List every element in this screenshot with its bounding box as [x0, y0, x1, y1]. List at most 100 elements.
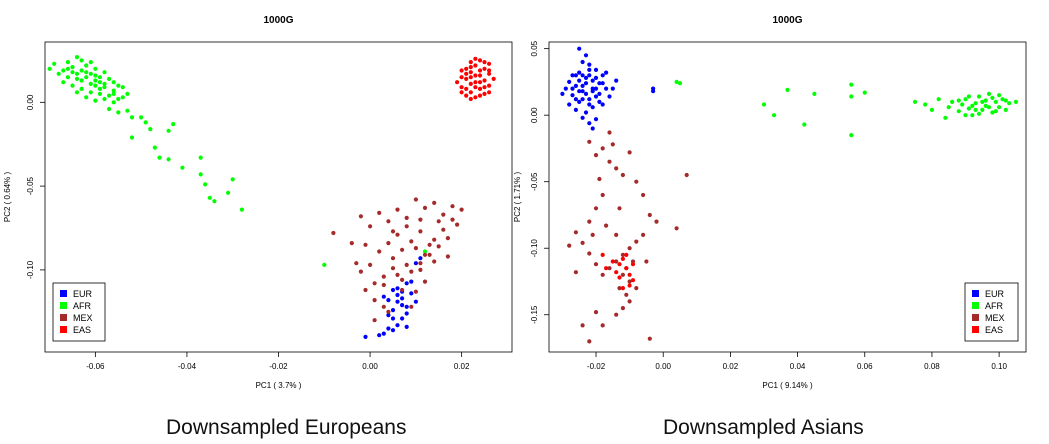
data-point-afr	[993, 99, 998, 104]
data-point-mex	[413, 289, 418, 294]
data-point-mex	[386, 309, 391, 314]
data-point-mex	[587, 339, 592, 344]
data-point-afr	[88, 90, 93, 95]
data-point-afr	[990, 95, 995, 100]
data-point-afr	[849, 82, 854, 87]
data-point-afr	[966, 106, 972, 111]
series-eur	[560, 46, 656, 131]
series-mex	[331, 197, 464, 323]
data-point-afr	[111, 80, 116, 85]
data-point-eur	[573, 73, 579, 78]
data-point-afr	[65, 75, 70, 80]
data-point-eur	[386, 313, 391, 318]
right-pca-chart: 1000G -0.02 0.00 0.02 0.04 0.06 0.08 0.10 -0.15 -…	[513, 15, 1027, 390]
data-point-afr	[111, 100, 116, 105]
y-tick-label: -0.10	[26, 260, 35, 279]
data-point-afr	[93, 73, 98, 78]
data-point-mex	[634, 179, 639, 184]
data-point-eur	[583, 75, 589, 80]
legend-swatch-eas	[60, 326, 67, 333]
data-point-afr	[226, 190, 231, 195]
x-tick-label: 0.02	[454, 362, 470, 371]
data-point-eur	[390, 287, 396, 293]
data-point-mex	[372, 318, 377, 323]
y-tick-label: 0.00	[26, 94, 35, 110]
data-point-afr	[785, 87, 790, 92]
data-point-afr	[198, 172, 203, 177]
data-point-afr	[1003, 98, 1008, 103]
data-point-eur	[593, 75, 599, 80]
data-point-eur	[381, 331, 386, 336]
legend-label-eas: EAS	[985, 325, 1003, 335]
data-point-eur	[577, 46, 582, 51]
legend-label-eas: EAS	[73, 325, 91, 335]
x-tick-label: 0.02	[723, 362, 739, 371]
x-tick-label: 0.06	[857, 362, 873, 371]
data-point-eur	[597, 91, 602, 96]
series-eas	[455, 56, 496, 102]
data-point-eur	[400, 296, 405, 301]
data-point-afr	[1007, 101, 1012, 106]
data-point-afr	[102, 96, 107, 102]
data-point-mex	[372, 298, 377, 303]
data-point-mex	[567, 243, 572, 248]
data-point-eas	[600, 252, 605, 257]
data-point-afr	[166, 128, 171, 133]
data-point-afr	[116, 110, 121, 115]
data-point-mex	[395, 207, 400, 212]
data-point-eur	[587, 97, 592, 102]
data-point-afr	[61, 80, 66, 85]
data-point-eur	[580, 115, 585, 120]
data-point-afr	[102, 85, 107, 90]
data-point-afr	[97, 80, 102, 85]
data-point-eur	[404, 281, 409, 286]
data-point-mex	[620, 272, 626, 277]
data-point-mex	[445, 236, 450, 241]
data-point-mex	[422, 252, 428, 257]
data-point-afr	[129, 135, 135, 140]
legend-swatch-eur	[60, 290, 67, 297]
data-point-mex	[377, 249, 382, 254]
data-point-afr	[802, 122, 807, 127]
data-point-eur	[560, 91, 565, 96]
data-point-eur	[404, 304, 409, 309]
data-point-afr	[84, 95, 89, 100]
data-point-eas	[624, 252, 629, 257]
data-point-afr	[956, 98, 961, 103]
data-point-afr	[143, 120, 148, 125]
data-point-mex	[395, 232, 400, 237]
data-point-eur	[604, 86, 609, 91]
data-point-afr	[198, 155, 203, 160]
data-point-mex	[409, 239, 414, 244]
data-point-eas	[482, 60, 487, 65]
legend: EUR AFR MEX EAS	[964, 282, 1019, 342]
data-point-afr	[674, 79, 679, 84]
y-tick-label: -0.05	[530, 172, 539, 191]
data-point-mex	[627, 299, 632, 304]
data-point-eur	[600, 102, 605, 107]
data-point-mex	[617, 286, 622, 291]
data-point-mex	[349, 241, 354, 246]
data-point-mex	[593, 153, 599, 158]
data-point-afr	[107, 106, 112, 112]
data-point-eas	[473, 56, 478, 61]
x-tick-label: -0.02	[269, 362, 288, 371]
data-point-mex	[404, 215, 409, 220]
data-point-afr	[772, 113, 777, 118]
data-point-eur	[587, 67, 592, 72]
data-point-afr	[79, 58, 84, 63]
data-point-afr	[166, 157, 171, 162]
data-point-mex	[617, 206, 622, 211]
data-point-eur	[600, 81, 605, 86]
data-point-eas	[477, 93, 483, 98]
data-point-eas	[604, 266, 609, 271]
data-point-afr	[180, 165, 185, 170]
data-point-mex	[450, 217, 455, 222]
data-point-eur	[614, 78, 619, 83]
x-axis-label: PC1 ( 9.14% )	[762, 381, 813, 390]
data-point-eas	[468, 90, 473, 95]
data-point-eur	[583, 91, 589, 96]
series-afr	[674, 79, 1019, 138]
data-point-mex	[413, 246, 418, 251]
data-point-afr	[990, 110, 995, 115]
